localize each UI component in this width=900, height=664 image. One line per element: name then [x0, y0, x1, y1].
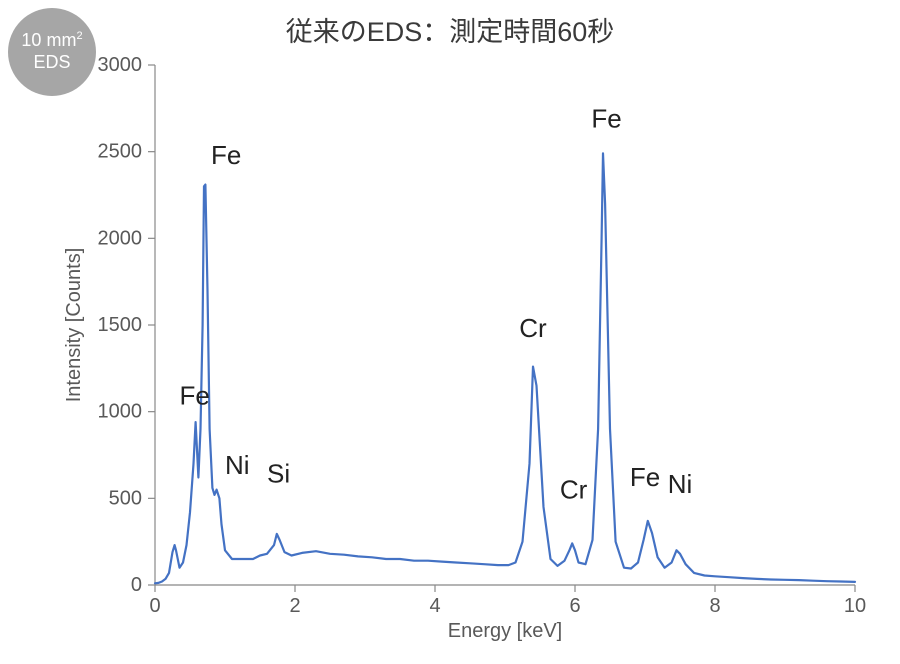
x-tick-label: 0: [149, 595, 160, 617]
spectrum-plot: 0 2 4 6 8 10 0 500 1000 1500 2000 2500 3000 Energy [k…: [0, 0, 900, 664]
spectrum-line: [155, 153, 855, 583]
peak-label: Cr: [560, 474, 588, 504]
peak-label: Fe: [211, 140, 241, 170]
y-axis-label: Intensity [Counts]: [63, 248, 85, 403]
chart-container: { "badge": { "bg_color": "#a6a6a6", "tex…: [0, 0, 900, 664]
x-axis-label: Energy [keV]: [448, 620, 563, 642]
peak-label: Si: [267, 459, 290, 489]
y-tick-label: 2000: [98, 227, 143, 249]
peak-label: Cr: [519, 313, 547, 343]
x-tick-label: 4: [429, 595, 440, 617]
x-tick-label: 8: [709, 595, 720, 617]
x-tick-label: 10: [844, 595, 866, 617]
y-tick-label: 3000: [98, 54, 143, 76]
y-tick-label: 1000: [98, 401, 143, 423]
peak-label: Ni: [225, 450, 250, 480]
peak-label: Fe: [630, 462, 660, 492]
x-tick-label: 6: [569, 595, 580, 617]
y-tick-label: 0: [131, 574, 142, 596]
y-tick-label: 2500: [98, 141, 143, 163]
y-tick-label: 500: [109, 487, 142, 509]
peak-label: Fe: [180, 381, 210, 411]
peak-label: Ni: [668, 469, 693, 499]
peak-label: Fe: [591, 103, 621, 133]
y-tick-label: 1500: [98, 314, 143, 336]
x-tick-label: 2: [289, 595, 300, 617]
